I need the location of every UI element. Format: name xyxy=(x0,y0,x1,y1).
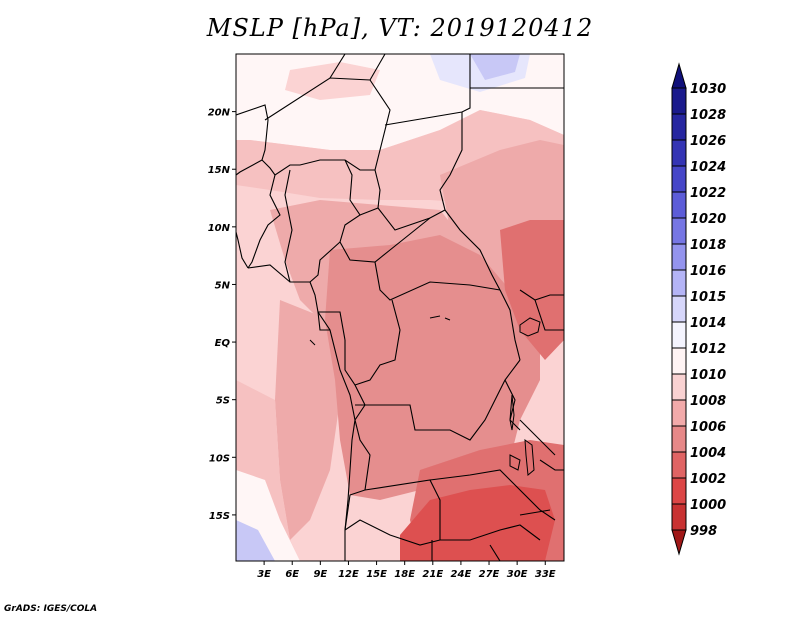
coastline xyxy=(236,231,356,561)
lon-tick-label: 6E xyxy=(285,569,299,580)
colorbar-swatch xyxy=(671,295,687,323)
map-title: MSLP [hPa], VT: 2019120412 xyxy=(206,14,594,42)
colorbar-label: 1012 xyxy=(690,342,726,357)
lon-tick-label: 3E xyxy=(257,569,271,580)
country-borders xyxy=(236,54,564,561)
colorbar-label: 1006 xyxy=(690,420,726,435)
lat-tick-label: 15N xyxy=(208,165,231,176)
lat-tick-label: 10S xyxy=(209,453,230,464)
field-north-pink-patch xyxy=(285,62,380,100)
colorbar-label: 1020 xyxy=(690,212,726,227)
colorbar-label: 1022 xyxy=(690,186,726,201)
lon-tick-label: 18E xyxy=(394,569,415,580)
lon-tick-label: 30E xyxy=(507,569,528,580)
colorbar-label: 1014 xyxy=(690,316,726,331)
lat-tick-label: 5N xyxy=(215,280,231,291)
lon-tick-label: 27E xyxy=(479,569,500,580)
colorbar-swatch xyxy=(671,399,687,427)
colorbar-swatch xyxy=(671,243,687,271)
colorbar-swatch xyxy=(671,191,687,219)
colorbar-label: 1000 xyxy=(690,498,726,513)
colorbar-label: 1010 xyxy=(690,368,726,383)
lon-tick-label: 24E xyxy=(451,569,472,580)
lat-tick-label: 20N xyxy=(208,108,231,119)
lat-tick-label: 5S xyxy=(216,396,230,407)
lat-tick-label: 10N xyxy=(208,223,231,234)
field-southwest-blue xyxy=(236,520,275,561)
field-west-coast-medium xyxy=(275,300,340,540)
lon-tick-label: 21E xyxy=(422,569,443,580)
field-congo-dark xyxy=(325,235,540,500)
colorbar-label: 1016 xyxy=(690,264,726,279)
colorbar-swatch xyxy=(671,321,687,349)
colorbar-swatch xyxy=(671,87,687,115)
colorbar-swatch xyxy=(671,477,687,505)
colorbar: 1030 1028 1026 1024 1022 1020 1018 1016 1015 1014… xyxy=(671,62,726,556)
colorbar-label: 1026 xyxy=(690,134,726,149)
colorbar-label: 1015 xyxy=(690,290,726,305)
lakes xyxy=(309,315,551,516)
colorbar-swatch xyxy=(671,217,687,245)
colorbar-label: 1028 xyxy=(690,108,726,123)
colorbar-bottom-arrow xyxy=(671,529,687,556)
field-northeast-blue xyxy=(470,54,520,80)
colorbar-swatch xyxy=(671,139,687,167)
colorbar-label: 1030 xyxy=(690,82,726,97)
colorbar-top-arrow xyxy=(671,62,687,89)
field-east-deep xyxy=(500,220,564,360)
lon-tick-label: 12E xyxy=(338,569,359,580)
colorbar-label: 1018 xyxy=(690,238,726,253)
lon-tick-label: 9E xyxy=(313,569,327,580)
colorbar-label: 998 xyxy=(690,524,717,539)
map-frame xyxy=(235,53,565,562)
colorbar-swatch xyxy=(671,165,687,193)
lon-tick-label: 15E xyxy=(366,569,387,580)
colorbar-swatch xyxy=(671,373,687,401)
colorbar-swatch xyxy=(671,425,687,453)
lon-tick-label: 33E xyxy=(535,569,556,580)
colorbar-swatch xyxy=(671,503,687,531)
colorbar-swatch xyxy=(671,347,687,375)
colorbar-swatch xyxy=(671,269,687,297)
colorbar-label: 1002 xyxy=(690,472,726,487)
colorbar-swatch xyxy=(671,451,687,479)
footer-credit: GrADS: IGES/COLA xyxy=(4,604,98,614)
lat-tick-label: EQ xyxy=(215,338,231,349)
colorbar-label: 1004 xyxy=(690,446,726,461)
field-south-red xyxy=(400,485,555,561)
colorbar-label: 1024 xyxy=(690,160,726,175)
latitude-axis: 20N 15N 10N 5N EQ 5S 10S 15S xyxy=(208,108,236,522)
colorbar-label: 1008 xyxy=(690,394,726,409)
lat-tick-label: 15S xyxy=(209,511,230,522)
longitude-axis: 3E 6E 9E 12E 15E 18E 21E 24E 27E 30E 33E xyxy=(257,561,556,580)
colorbar-swatch xyxy=(671,113,687,141)
